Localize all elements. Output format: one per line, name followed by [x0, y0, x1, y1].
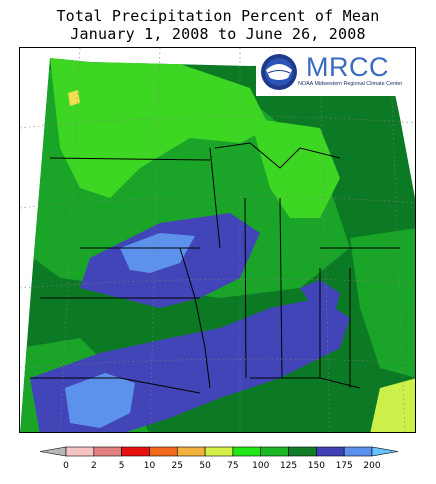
- legend-swatch: [121, 446, 150, 457]
- color-legend: [39, 446, 399, 457]
- legend-arrow-low: [39, 446, 67, 457]
- legend-arrow-high: [371, 446, 399, 457]
- legend-tick-label: 100: [252, 461, 270, 471]
- legend-swatch: [176, 446, 206, 457]
- logo-subtitle: NOAA Midwestern Regional Climate Center: [298, 81, 403, 87]
- map-date-range: January 1, 2008 to June 26, 2008: [70, 25, 366, 43]
- legend-swatch: [232, 446, 262, 457]
- legend-tick-label: 150: [307, 461, 325, 471]
- field-light-green-northeast: [250, 118, 340, 218]
- legend-tick-label: 5: [118, 461, 125, 471]
- legend-tick-label: 200: [363, 461, 381, 471]
- state-boundaries: [30, 142, 400, 394]
- map-canvas: [20, 48, 415, 432]
- field-lightblue-south: [65, 373, 135, 428]
- legend-tick-label: 125: [279, 461, 298, 471]
- field-green-east: [350, 228, 415, 378]
- legend-tick-label: 75: [227, 461, 239, 471]
- legend-swatch: [93, 446, 122, 457]
- legend-swatch: [260, 446, 289, 457]
- mrcc-logo: [256, 48, 414, 96]
- map-title: Total Precipitation Percent of Mean: [56, 7, 380, 25]
- legend-swatch: [343, 446, 373, 457]
- legend-tick-label: 2: [90, 461, 97, 471]
- precipitation-map: [19, 47, 416, 433]
- legend-swatch: [65, 446, 95, 457]
- field-yellow-green-se: [370, 378, 415, 432]
- legend-swatch: [149, 446, 178, 457]
- legend-tick-label: 0: [63, 461, 69, 471]
- legend-tick-label: 175: [335, 461, 353, 471]
- legend-tick-label: 50: [199, 461, 211, 471]
- legend-tick-label: 10: [143, 461, 156, 471]
- legend-swatch: [204, 446, 234, 457]
- legend-swatch: [288, 446, 317, 457]
- field-lightblue-central: [120, 233, 195, 273]
- lat-lon-grid: [20, 48, 415, 432]
- logo-text: MRCC: [306, 52, 389, 82]
- field-light-green-north: [50, 58, 270, 198]
- legend-tick-label: 25: [171, 461, 183, 471]
- legend-swatch: [316, 446, 345, 457]
